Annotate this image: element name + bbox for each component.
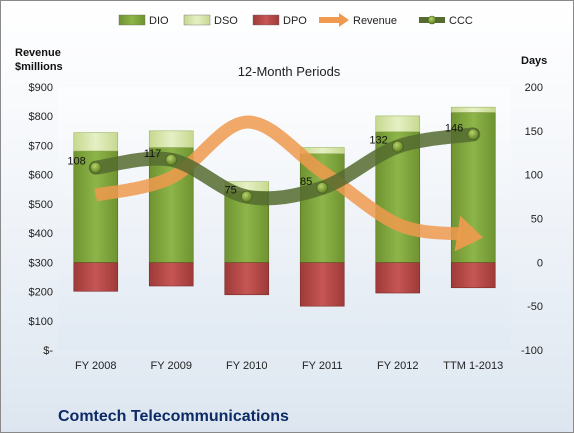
ccc-data-label: 85 (300, 176, 312, 188)
left-tick-label: $100 (29, 316, 53, 328)
category-label: TTM 1-2013 (443, 360, 503, 372)
left-axis-title-line2: $millions (15, 61, 63, 73)
right-tick-label: -100 (521, 345, 543, 357)
revenue-series (94, 115, 484, 252)
right-tick-label: 100 (525, 170, 543, 182)
left-tick-label: $900 (29, 82, 53, 94)
bar-dso (375, 115, 421, 133)
bar-dpo (299, 262, 345, 307)
ccc-series: 108 117 75 85 132 146 (67, 122, 481, 206)
ccc-point (240, 190, 253, 203)
legend-swatch-revenue-head (339, 13, 349, 27)
ccc-data-label: 108 (67, 156, 85, 168)
ccc-point (89, 161, 102, 174)
right-tick-label: 150 (525, 126, 543, 138)
revenue-arrowhead (454, 215, 484, 252)
ccc-data-label: 117 (144, 148, 162, 160)
chart-title: Comtech Telecommunications (58, 408, 289, 425)
legend-swatch-dpo (252, 14, 280, 26)
legend-label: DSO (214, 15, 238, 27)
left-tick-label: $500 (29, 199, 53, 211)
left-tick-label: $800 (29, 111, 53, 123)
legend-swatch-ccc-dot (427, 15, 437, 25)
right-axis-title: Days (521, 55, 547, 67)
category-label: FY 2008 (75, 360, 116, 372)
left-tick-label: $600 (29, 170, 53, 182)
right-tick-label: 0 (537, 257, 543, 269)
legend-swatch-dio (118, 14, 146, 26)
ccc-data-label: 146 (445, 122, 463, 134)
left-tick-label: $400 (29, 228, 53, 240)
bar-dpo (73, 262, 119, 292)
left-axis-ticks: $- $100 $200 $300 $400 $500 $600 $700 $800 $900 (29, 82, 54, 357)
category-label: FY 2010 (226, 360, 267, 372)
legend-label: CCC (449, 15, 473, 27)
bar-dpo (375, 262, 421, 294)
ccc-data-label: 132 (369, 135, 387, 147)
legend: DIO DSO DPO Revenue CCC (118, 13, 473, 27)
legend-label: Revenue (353, 15, 397, 27)
ccc-data-label: 75 (225, 185, 237, 197)
bar-dso (73, 132, 119, 152)
left-tick-label: $- (43, 345, 53, 357)
bar-dso (450, 106, 496, 113)
chart-subtitle: 12-Month Periods (238, 64, 341, 79)
left-axis-title-line1: Revenue (15, 47, 61, 59)
bar-dpo (450, 262, 496, 289)
category-labels: FY 2008 FY 2009 FY 2010 FY 2011 FY 2012 TTM 1… (75, 360, 503, 372)
legend-label: DIO (149, 15, 169, 27)
category-label: FY 2009 (151, 360, 192, 372)
legend-swatch-dso (183, 14, 211, 26)
left-tick-label: $300 (29, 257, 53, 269)
left-tick-label: $700 (29, 140, 53, 152)
bar-dso (148, 130, 194, 148)
ccc-point (316, 181, 329, 194)
left-tick-label: $200 (29, 287, 53, 299)
right-axis-ticks: -100 -50 0 50 100 150 200 (521, 82, 543, 357)
ccc-point (467, 128, 480, 141)
ccc-point (165, 153, 178, 166)
plot-area (58, 87, 511, 350)
right-tick-label: -50 (527, 301, 543, 313)
bar-dpo (224, 262, 270, 296)
right-tick-label: 200 (525, 82, 543, 94)
legend-label: DPO (283, 15, 307, 27)
ccc-point (391, 140, 404, 153)
category-label: FY 2012 (377, 360, 418, 372)
category-label: FY 2011 (302, 360, 343, 372)
bar-dpo (148, 262, 194, 287)
revenue-line (94, 115, 463, 241)
right-tick-label: 50 (531, 214, 543, 226)
